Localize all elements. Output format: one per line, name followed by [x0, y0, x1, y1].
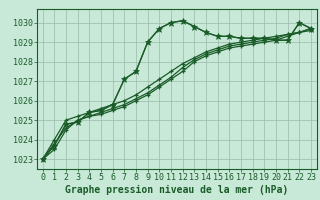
X-axis label: Graphe pression niveau de la mer (hPa): Graphe pression niveau de la mer (hPa) — [65, 185, 288, 195]
